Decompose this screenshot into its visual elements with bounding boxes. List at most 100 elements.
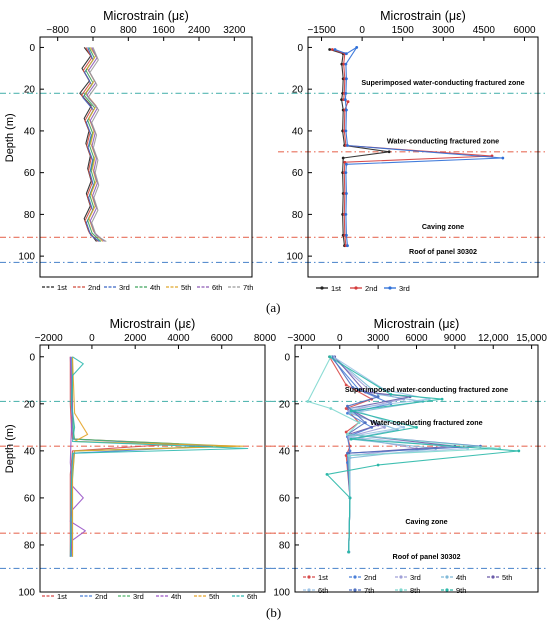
data-point xyxy=(346,432,349,436)
y-tick-label: 80 xyxy=(24,210,36,221)
zone-annotation: Caving zone xyxy=(405,517,447,526)
legend-marker xyxy=(354,286,358,290)
legend-label: 3rd xyxy=(410,573,421,582)
legend-label: 1st xyxy=(57,592,68,601)
x-axis-title: Microstrain (με) xyxy=(380,9,466,23)
x-tick-label: 0 xyxy=(359,25,365,36)
legend-label: 1st xyxy=(318,573,329,582)
data-point xyxy=(328,48,332,51)
data-point xyxy=(348,449,352,453)
y-tick-label: 80 xyxy=(292,210,304,221)
y-tick-label: 100 xyxy=(273,588,290,599)
data-point xyxy=(344,454,348,457)
legend-label: 6th xyxy=(318,586,328,595)
x-tick-label: 6000 xyxy=(405,333,428,344)
y-tick-label: 100 xyxy=(18,252,35,263)
y-tick-label: 0 xyxy=(29,352,35,363)
y-tick-label: 20 xyxy=(24,85,36,96)
y-tick-label: 0 xyxy=(284,352,290,363)
x-tick-label: 12,000 xyxy=(478,333,509,344)
data-point xyxy=(346,451,349,455)
data-point xyxy=(344,212,348,216)
data-point xyxy=(355,46,359,49)
series-line-6th xyxy=(69,356,249,557)
x-tick-label: 1600 xyxy=(153,25,176,36)
data-point xyxy=(348,435,352,439)
data-point xyxy=(343,98,347,102)
x-tick-label: 2000 xyxy=(124,333,147,344)
data-point xyxy=(345,233,348,237)
chart-a-right: −1500 0 1500 3000 4500 6000 0 20 40 60 80 100 Micros… xyxy=(278,9,548,293)
data-point xyxy=(344,430,348,434)
data-point xyxy=(306,400,310,403)
x-tick-label: 2400 xyxy=(188,25,211,36)
legend-marker xyxy=(399,575,403,579)
zone-annotation: Roof of panel 30302 xyxy=(393,552,461,561)
x-tick-label: 800 xyxy=(120,25,137,36)
data-point xyxy=(330,48,334,51)
y-tick-label: 40 xyxy=(279,446,291,457)
legend-marker xyxy=(445,575,449,579)
legend-label: 1st xyxy=(57,283,68,292)
x-tick-label: 6000 xyxy=(211,333,234,344)
data-point xyxy=(346,100,350,104)
data-point xyxy=(325,472,329,476)
legend-marker xyxy=(445,588,449,592)
legend-label: 4th xyxy=(456,573,466,582)
x-axis-title: Microstrain (με) xyxy=(110,317,196,331)
legend-label: 2nd xyxy=(95,592,108,601)
data-point xyxy=(345,192,348,195)
y-tick-label: 60 xyxy=(292,168,304,179)
series-line-1st xyxy=(69,356,180,557)
data-point xyxy=(346,144,349,147)
x-tick-label: 3000 xyxy=(367,333,390,344)
y-tick-label: 80 xyxy=(279,540,291,551)
legend-label: 6th xyxy=(247,592,257,601)
data-point xyxy=(344,383,348,387)
y-tick-label: 60 xyxy=(24,168,36,179)
data-point xyxy=(347,550,351,554)
data-point xyxy=(351,385,354,389)
x-tick-label: 0 xyxy=(89,333,95,344)
x-tick-label: 15,000 xyxy=(516,333,547,344)
legend-label: 5th xyxy=(181,283,191,292)
data-point xyxy=(402,425,406,429)
x-axis-title: Microstrain (με) xyxy=(103,9,189,23)
series-line-5th xyxy=(71,356,244,557)
chart-b-right: −3000 0 3000 6000 9000 12,000 15,000 0 20 40 60 80 1… xyxy=(265,317,548,599)
x-tick-label: −800 xyxy=(46,25,69,36)
zone-annotation: Superimposed water-conducting fractured … xyxy=(361,78,524,87)
x-tick-label: 6000 xyxy=(513,25,536,36)
data-point xyxy=(341,156,345,160)
zone-annotation: Water-conducting fractured zone xyxy=(370,418,482,427)
series-line-2nd xyxy=(70,356,212,557)
zone-annotation: Roof of panel 30302 xyxy=(409,247,477,256)
y-tick-label: 20 xyxy=(279,399,291,410)
legend-marker xyxy=(307,575,311,579)
y-tick-label: 60 xyxy=(24,493,36,504)
x-tick-label: 0 xyxy=(90,25,96,36)
data-point xyxy=(344,91,348,95)
legend-marker xyxy=(320,286,324,290)
legend-label: 4th xyxy=(171,592,181,601)
legend-label: 2nd xyxy=(364,573,377,582)
data-point xyxy=(347,409,351,413)
plot-frame xyxy=(39,344,266,593)
data-point xyxy=(383,425,386,429)
x-tick-label: −2000 xyxy=(35,333,64,344)
legend-label: 9th xyxy=(456,586,466,595)
data-point xyxy=(415,425,418,429)
series-line-6th xyxy=(333,356,469,553)
data-point xyxy=(348,496,352,500)
data-point xyxy=(343,160,347,164)
legend-label: 4th xyxy=(150,283,160,292)
data-point xyxy=(345,162,348,166)
legend-label: 7th xyxy=(243,283,253,292)
data-point xyxy=(376,423,380,427)
data-point xyxy=(345,108,348,112)
legend-label: 2nd xyxy=(365,284,378,293)
legend-label: 5th xyxy=(502,573,512,582)
x-tick-label: −3000 xyxy=(287,333,316,344)
data-point xyxy=(349,409,353,413)
data-point xyxy=(340,98,343,102)
